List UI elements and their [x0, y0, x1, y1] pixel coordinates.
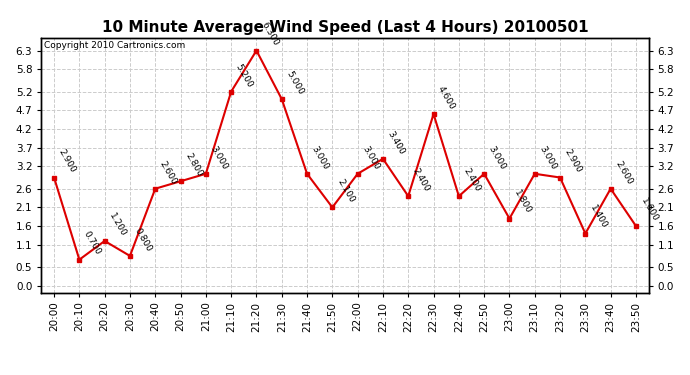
Text: 4.600: 4.600 [436, 84, 457, 111]
Text: 5.200: 5.200 [234, 62, 255, 89]
Text: 1.600: 1.600 [639, 196, 660, 223]
Text: 6.300: 6.300 [259, 21, 280, 48]
Text: Copyright 2010 Cartronics.com: Copyright 2010 Cartronics.com [44, 41, 186, 50]
Text: 3.000: 3.000 [208, 144, 229, 171]
Text: 2.800: 2.800 [184, 152, 204, 178]
Text: 2.900: 2.900 [57, 148, 77, 175]
Text: 2.600: 2.600 [158, 159, 179, 186]
Text: 2.400: 2.400 [411, 167, 432, 194]
Text: 2.400: 2.400 [462, 167, 482, 194]
Text: 0.800: 0.800 [132, 226, 153, 253]
Text: 2.100: 2.100 [335, 178, 356, 205]
Text: 1.800: 1.800 [512, 189, 533, 216]
Text: 0.700: 0.700 [82, 230, 103, 257]
Text: 5.000: 5.000 [284, 69, 305, 96]
Text: 3.400: 3.400 [386, 129, 406, 156]
Text: 1.400: 1.400 [588, 204, 609, 231]
Text: 3.000: 3.000 [310, 144, 331, 171]
Text: 3.000: 3.000 [538, 144, 558, 171]
Text: 2.600: 2.600 [613, 159, 634, 186]
Title: 10 Minute Average Wind Speed (Last 4 Hours) 20100501: 10 Minute Average Wind Speed (Last 4 Hou… [101, 20, 589, 35]
Text: 1.200: 1.200 [108, 211, 128, 238]
Text: 2.900: 2.900 [563, 148, 584, 175]
Text: 3.000: 3.000 [360, 144, 381, 171]
Text: 3.000: 3.000 [487, 144, 508, 171]
